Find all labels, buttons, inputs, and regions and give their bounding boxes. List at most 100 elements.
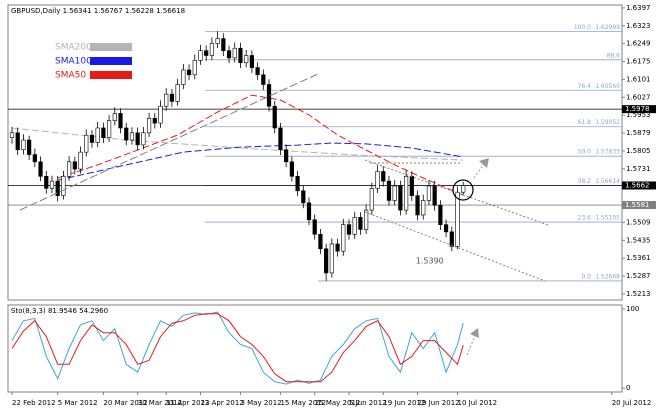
candle-body (244, 55, 249, 64)
oscillator-line (11, 311, 464, 385)
candle-body (9, 132, 15, 138)
candle-body (438, 204, 443, 225)
y-tick-label: 1.6175 (626, 58, 651, 66)
fib-ratio: 50.0 (578, 149, 592, 156)
candle-body (198, 50, 203, 61)
candle-body (61, 175, 66, 196)
candle-body (89, 134, 95, 143)
x-tick-label: 29 Jun 2012 (418, 399, 460, 407)
candle-body (335, 243, 340, 252)
candle-body (249, 55, 254, 68)
legend-swatch (90, 43, 132, 51)
candle-body (158, 105, 163, 124)
candle-body (84, 134, 89, 153)
y-tick-label: 1.6323 (626, 22, 651, 30)
moving-average (57, 142, 464, 181)
fib-ratio: 23.6 (578, 215, 592, 222)
fib-ratio: 61.8 (578, 119, 592, 126)
candle-body (27, 139, 32, 155)
candle-body (38, 161, 43, 177)
main-panel (7, 4, 623, 301)
candle-body (101, 127, 106, 138)
candle-body (415, 195, 420, 216)
candle-body (32, 154, 37, 163)
y-tick-label: 1.6249 (626, 40, 651, 48)
candle-body (426, 185, 432, 201)
candle-body (215, 38, 220, 44)
y-tick-label: 1.5435 (626, 236, 651, 244)
y-tick-label: 1.5361 (626, 254, 651, 262)
candle-body (261, 74, 266, 85)
candle-body (301, 190, 306, 204)
price-tag-label: 1.5978 (625, 105, 650, 113)
chart-title: GBPUSD,Daily 1.56341 1.56767 1.56228 1.5… (11, 7, 185, 15)
candle-body (135, 132, 140, 146)
osc-tick-label: 100 (626, 305, 639, 313)
candle-body (232, 47, 237, 59)
candle-body (72, 161, 77, 170)
candle-body (21, 139, 26, 151)
arrow (473, 163, 485, 179)
y-tick-label: 1.6397 (626, 4, 651, 12)
candle-body (238, 47, 243, 64)
candle-body (164, 93, 169, 107)
candle-body (398, 185, 403, 211)
candle-body (346, 224, 352, 235)
candle-body (141, 132, 146, 146)
candle-body (284, 149, 289, 163)
candle-body (49, 180, 55, 189)
y-tick-label: 1.5509 (626, 218, 651, 226)
fib-price: 1.57833 (595, 149, 620, 156)
fib-price: 1.60560 (595, 83, 620, 90)
annotation: 1.5390 (416, 257, 444, 266)
candle-body (358, 217, 363, 230)
fib-price: 1.55105 (595, 215, 620, 222)
candle-body (146, 118, 152, 134)
channel-line (364, 211, 546, 282)
candle-body (375, 171, 380, 189)
x-tick-label: 3 May 2012 (240, 399, 281, 407)
y-tick-label: 1.5287 (626, 272, 651, 280)
candle-body (192, 60, 197, 76)
legend-swatch (90, 71, 132, 79)
x-tick-label: 19 Jun 2012 (383, 399, 425, 407)
fib-price: 1.56614 (595, 178, 620, 185)
candle-body (186, 69, 192, 76)
candle-body (352, 217, 357, 235)
candle-body (169, 93, 175, 102)
candle-body (449, 231, 454, 247)
arrow-head (479, 158, 489, 168)
x-tick-label: 11 Apr 2012 (166, 399, 209, 407)
price-tag-label: 1.5581 (625, 201, 650, 209)
candle-body (278, 127, 283, 151)
candle-body (324, 248, 329, 274)
candle-body (106, 120, 112, 138)
candle-body (461, 185, 466, 193)
x-tick-label: 5 Jun 2012 (349, 399, 387, 407)
x-tick-label: 10 Jul 2012 (458, 399, 498, 407)
candle-body (78, 151, 83, 170)
y-tick-label: 1.5213 (626, 290, 651, 298)
candle-body (432, 185, 437, 206)
fib-ratio: 38.2 (578, 178, 592, 185)
x-tick-label: 23 Apr 2012 (200, 399, 243, 407)
price-tag (622, 181, 656, 190)
candle-body (381, 171, 386, 182)
candle-body (455, 191, 460, 247)
candle-body (124, 127, 129, 141)
oscillator-title: Sto(8,3,3) 81.9546 54.2960 (11, 307, 108, 315)
candle-body (386, 180, 392, 201)
candle-body (129, 132, 135, 141)
candle-body (329, 243, 334, 274)
x-tick-label: 20 Jul 2012 (612, 399, 652, 407)
fib-price: 1.52668 (595, 273, 620, 280)
candle-body (364, 209, 369, 230)
candle-body (209, 43, 215, 56)
y-tick-label: 1.5879 (626, 129, 651, 137)
candle-body (226, 50, 232, 59)
candle-body (118, 113, 123, 129)
fib-ratio: 100.0 (574, 24, 591, 31)
legend-label: SMA100 (55, 57, 92, 67)
channel-line (364, 159, 549, 226)
